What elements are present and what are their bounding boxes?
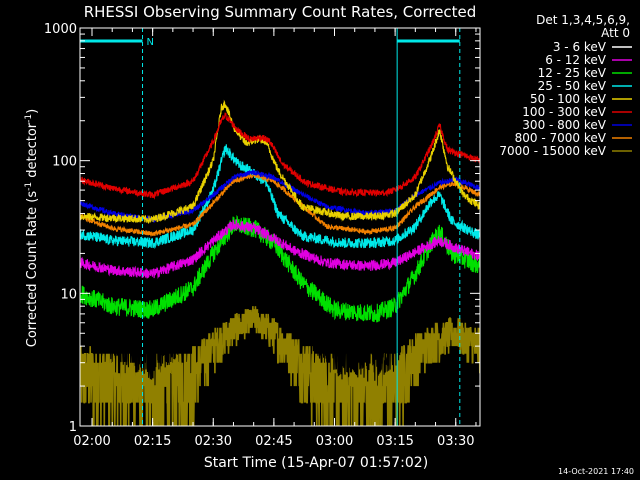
- y-tick-label: 1000: [44, 22, 77, 37]
- plot-frame: [79, 27, 481, 427]
- legend-header-attenuator: Att 0: [601, 26, 630, 40]
- chart-title: RHESSI Observing Summary Count Rates, Co…: [84, 3, 477, 21]
- x-tick-label: 02:30: [195, 434, 232, 449]
- legend-label: 25 - 50 keV: [538, 79, 607, 93]
- series-line: [80, 214, 480, 323]
- legend-label: 6 - 12 keV: [545, 53, 607, 67]
- y-tick-label: 10: [60, 287, 77, 302]
- y-axis-label: Corrected Count Rate (s-1 detector-1): [24, 109, 40, 347]
- y-tick-label: 1: [69, 420, 77, 435]
- legend-header-detectors: Det 1,3,4,5,6,9,: [536, 13, 630, 27]
- night-label: N: [147, 37, 154, 48]
- series-line: [80, 169, 480, 224]
- x-axis-label: Start Time (15-Apr-07 01:57:02): [204, 455, 428, 471]
- marker-layer: N: [80, 28, 461, 426]
- legend-label: 7000 - 15000 keV: [499, 144, 606, 158]
- legend-label: 800 - 7000 keV: [515, 131, 607, 145]
- x-tick-label: 02:15: [134, 434, 171, 449]
- series-line: [80, 144, 480, 250]
- footer-date: 14-Oct-2021 17:40: [558, 467, 634, 476]
- legend-label: 300 - 800 keV: [522, 118, 606, 132]
- series-line: [80, 99, 480, 224]
- x-tick-label: 03:30: [437, 434, 474, 449]
- y-tick-label: 100: [52, 155, 77, 170]
- series-layer: [80, 99, 480, 426]
- ticks-layer: [80, 27, 480, 427]
- legend-label: 12 - 25 keV: [538, 66, 607, 80]
- legend-label: 100 - 300 keV: [522, 105, 606, 119]
- legend-label: 50 - 100 keV: [530, 92, 607, 106]
- tick-labels-layer: 02:00 02:15 02:30 02:45 03:00 03:15 03:30 1 10 10…: [44, 22, 475, 449]
- series-line: [80, 250, 480, 382]
- series-line: [80, 112, 480, 200]
- x-tick-label: 03:00: [316, 434, 353, 449]
- legend-label: 3 - 6 keV: [553, 40, 607, 54]
- series-line: [80, 306, 480, 426]
- x-tick-label: 03:15: [376, 434, 413, 449]
- x-tick-label: 02:00: [73, 434, 110, 449]
- series-line: [80, 172, 480, 237]
- x-tick-label: 02:45: [255, 434, 292, 449]
- series-line: [80, 218, 480, 279]
